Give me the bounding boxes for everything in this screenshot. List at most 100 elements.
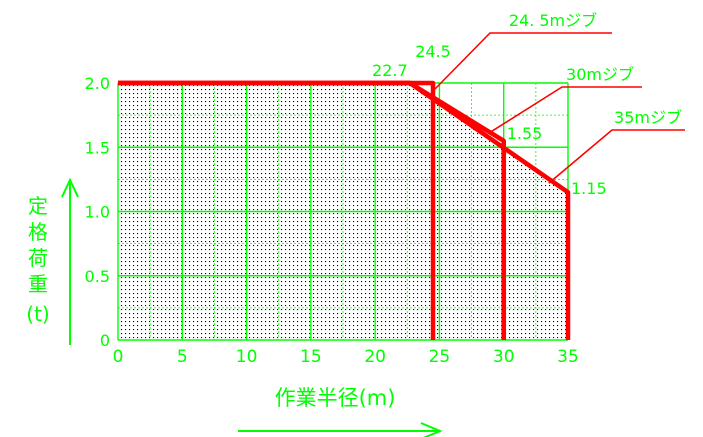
fill-dot [229, 209, 231, 211]
fill-dot [341, 137, 343, 139]
fill-dot [181, 249, 183, 251]
fill-dot [197, 101, 199, 103]
fill-dot [125, 241, 127, 243]
fill-dot [269, 293, 271, 295]
fill-dot [393, 145, 395, 147]
fill-dot [365, 281, 367, 283]
fill-dot [345, 193, 347, 195]
fill-dot [377, 117, 379, 119]
fill-dot [409, 101, 411, 103]
fill-dot [241, 85, 243, 87]
fill-dot [145, 117, 147, 119]
fill-dot [409, 277, 411, 279]
fill-dot [285, 125, 287, 127]
fill-dot [321, 269, 323, 271]
fill-dot [321, 333, 323, 335]
fill-dot [269, 317, 271, 319]
fill-dot [265, 225, 267, 227]
fill-dot [317, 149, 319, 151]
fill-dot [357, 313, 359, 315]
fill-dot [153, 305, 155, 307]
fill-dot [185, 213, 187, 215]
fill-dot [369, 229, 371, 231]
fill-dot [353, 97, 355, 99]
fill-dot [401, 85, 403, 87]
fill-dot [381, 125, 383, 127]
fill-dot [125, 221, 127, 223]
fill-dot [293, 181, 295, 183]
fill-dot [265, 137, 267, 139]
fill-dot [421, 97, 423, 99]
fill-dot [425, 121, 427, 123]
fill-dot [393, 105, 395, 107]
fill-dot [261, 229, 263, 231]
fill-dot [273, 169, 275, 171]
fill-dot [329, 129, 331, 131]
fill-dot [121, 273, 123, 275]
fill-dot [317, 269, 319, 271]
fill-dot [301, 289, 303, 291]
fill-dot [313, 309, 315, 311]
fill-dot [125, 329, 127, 331]
fill-dot [177, 201, 179, 203]
fill-dot [245, 129, 247, 131]
fill-dot [133, 265, 135, 267]
fill-dot [269, 145, 271, 147]
fill-dot [181, 161, 183, 163]
fill-dot [297, 333, 299, 335]
fill-dot [149, 269, 151, 271]
fill-dot [385, 213, 387, 215]
fill-dot [405, 205, 407, 207]
fill-dot [369, 293, 371, 295]
fill-dot [149, 129, 151, 131]
fill-dot [237, 125, 239, 127]
fill-dot [301, 157, 303, 159]
fill-dot [421, 161, 423, 163]
fill-dot [229, 201, 231, 203]
fill-dot [177, 249, 179, 251]
fill-dot [317, 281, 319, 283]
fill-dot [329, 281, 331, 283]
fill-dot [265, 185, 267, 187]
fill-dot [341, 165, 343, 167]
fill-dot [261, 221, 263, 223]
fill-dot [245, 333, 247, 335]
fill-dot [293, 257, 295, 259]
fill-dot [249, 129, 251, 131]
fill-dot [213, 221, 215, 223]
fill-dot [253, 293, 255, 295]
fill-dot [325, 245, 327, 247]
fill-dot [149, 157, 151, 159]
fill-dot [373, 185, 375, 187]
fill-dot [137, 205, 139, 207]
fill-dot [381, 221, 383, 223]
fill-dot [349, 333, 351, 335]
fill-dot [157, 337, 159, 339]
fill-dot [229, 85, 231, 87]
fill-dot [145, 277, 147, 279]
fill-dot [285, 185, 287, 187]
fill-dot [405, 221, 407, 223]
fill-dot [357, 193, 359, 195]
fill-dot [189, 141, 191, 143]
fill-dot [305, 149, 307, 151]
fill-dot [205, 197, 207, 199]
fill-dot [261, 209, 263, 211]
fill-dot [393, 293, 395, 295]
fill-dot [205, 245, 207, 247]
fill-dot [429, 109, 431, 111]
fill-dot [193, 309, 195, 311]
fill-dot [361, 329, 363, 331]
fill-dot [393, 93, 395, 95]
fill-dot [353, 229, 355, 231]
fill-dot [353, 221, 355, 223]
fill-dot [165, 145, 167, 147]
fill-dot [329, 153, 331, 155]
fill-dot [169, 265, 171, 267]
fill-dot [393, 225, 395, 227]
fill-dot [413, 145, 415, 147]
fill-dot [425, 165, 427, 167]
fill-dot [205, 209, 207, 211]
fill-dot [321, 261, 323, 263]
fill-dot [209, 161, 211, 163]
